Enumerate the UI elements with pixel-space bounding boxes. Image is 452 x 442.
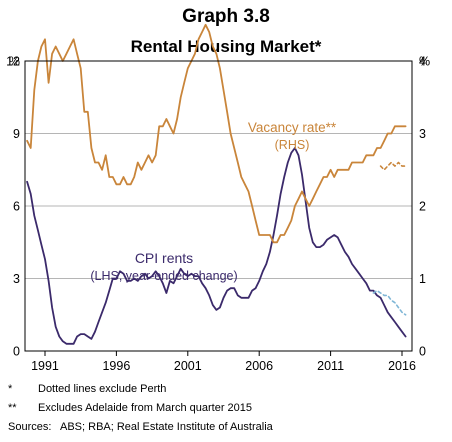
annotation-vacancy-line: (RHS) bbox=[275, 138, 310, 152]
footnote-text: Excludes Adelaide from March quarter 201… bbox=[38, 402, 253, 414]
right-tick-label: 2 bbox=[419, 200, 426, 214]
right-tick-label: 4 bbox=[419, 55, 426, 69]
plot-frame bbox=[24, 60, 413, 352]
series-line-cpi-excl-perth bbox=[372, 289, 407, 316]
annotation-cpi-line: CPI rents bbox=[135, 250, 193, 266]
x-tick-label: 2001 bbox=[174, 359, 202, 373]
series-line-vacancy-excl-perth bbox=[379, 161, 407, 171]
annotation-cpi-line: (LHS, year-ended change) bbox=[90, 269, 237, 283]
series-line-cpi bbox=[26, 147, 407, 345]
annotation-vacancy-line: Vacancy rate** bbox=[248, 120, 337, 135]
left-tick-label: 0 bbox=[13, 345, 20, 359]
series-line-vacancy bbox=[26, 23, 407, 244]
x-tick-label: 1991 bbox=[31, 359, 59, 373]
footnotes: * Dotted lines exclude Perth ** Excludes A… bbox=[8, 380, 273, 437]
sources-label: Sources: bbox=[8, 421, 52, 433]
left-tick-label: 9 bbox=[13, 127, 20, 141]
sources-text: ABS; RBA; Real Estate Institute of Austr… bbox=[60, 421, 273, 433]
right-axis-unit: % bbox=[419, 55, 430, 69]
footnote-perth: * Dotted lines exclude Perth bbox=[8, 380, 273, 399]
sources-line: Sources: ABS; RBA; Real Estate Institute … bbox=[8, 418, 273, 437]
x-tick-label: 2011 bbox=[317, 359, 344, 373]
left-axis-unit: % bbox=[9, 55, 20, 69]
chart-subtitle: Rental Housing Market* bbox=[130, 37, 322, 56]
left-tick-label: 6 bbox=[13, 200, 20, 214]
left-tick-label: 12 bbox=[6, 55, 20, 69]
chart-title: Graph 3.8 bbox=[182, 6, 270, 27]
footnote-adelaide: ** Excludes Adelaide from March quarter 2… bbox=[8, 399, 273, 418]
right-tick-label: 3 bbox=[419, 127, 426, 141]
footnote-mark: * bbox=[8, 383, 13, 395]
left-tick-label: 3 bbox=[13, 272, 20, 286]
footnote-mark: ** bbox=[8, 402, 17, 414]
x-tick-label: 1996 bbox=[102, 359, 130, 373]
right-tick-label: 0 bbox=[419, 345, 426, 359]
footnote-text: Dotted lines exclude Perth bbox=[38, 383, 167, 395]
x-tick-label: 2006 bbox=[245, 359, 273, 373]
x-tick-label: 2016 bbox=[388, 359, 416, 373]
right-tick-label: 1 bbox=[419, 272, 426, 286]
